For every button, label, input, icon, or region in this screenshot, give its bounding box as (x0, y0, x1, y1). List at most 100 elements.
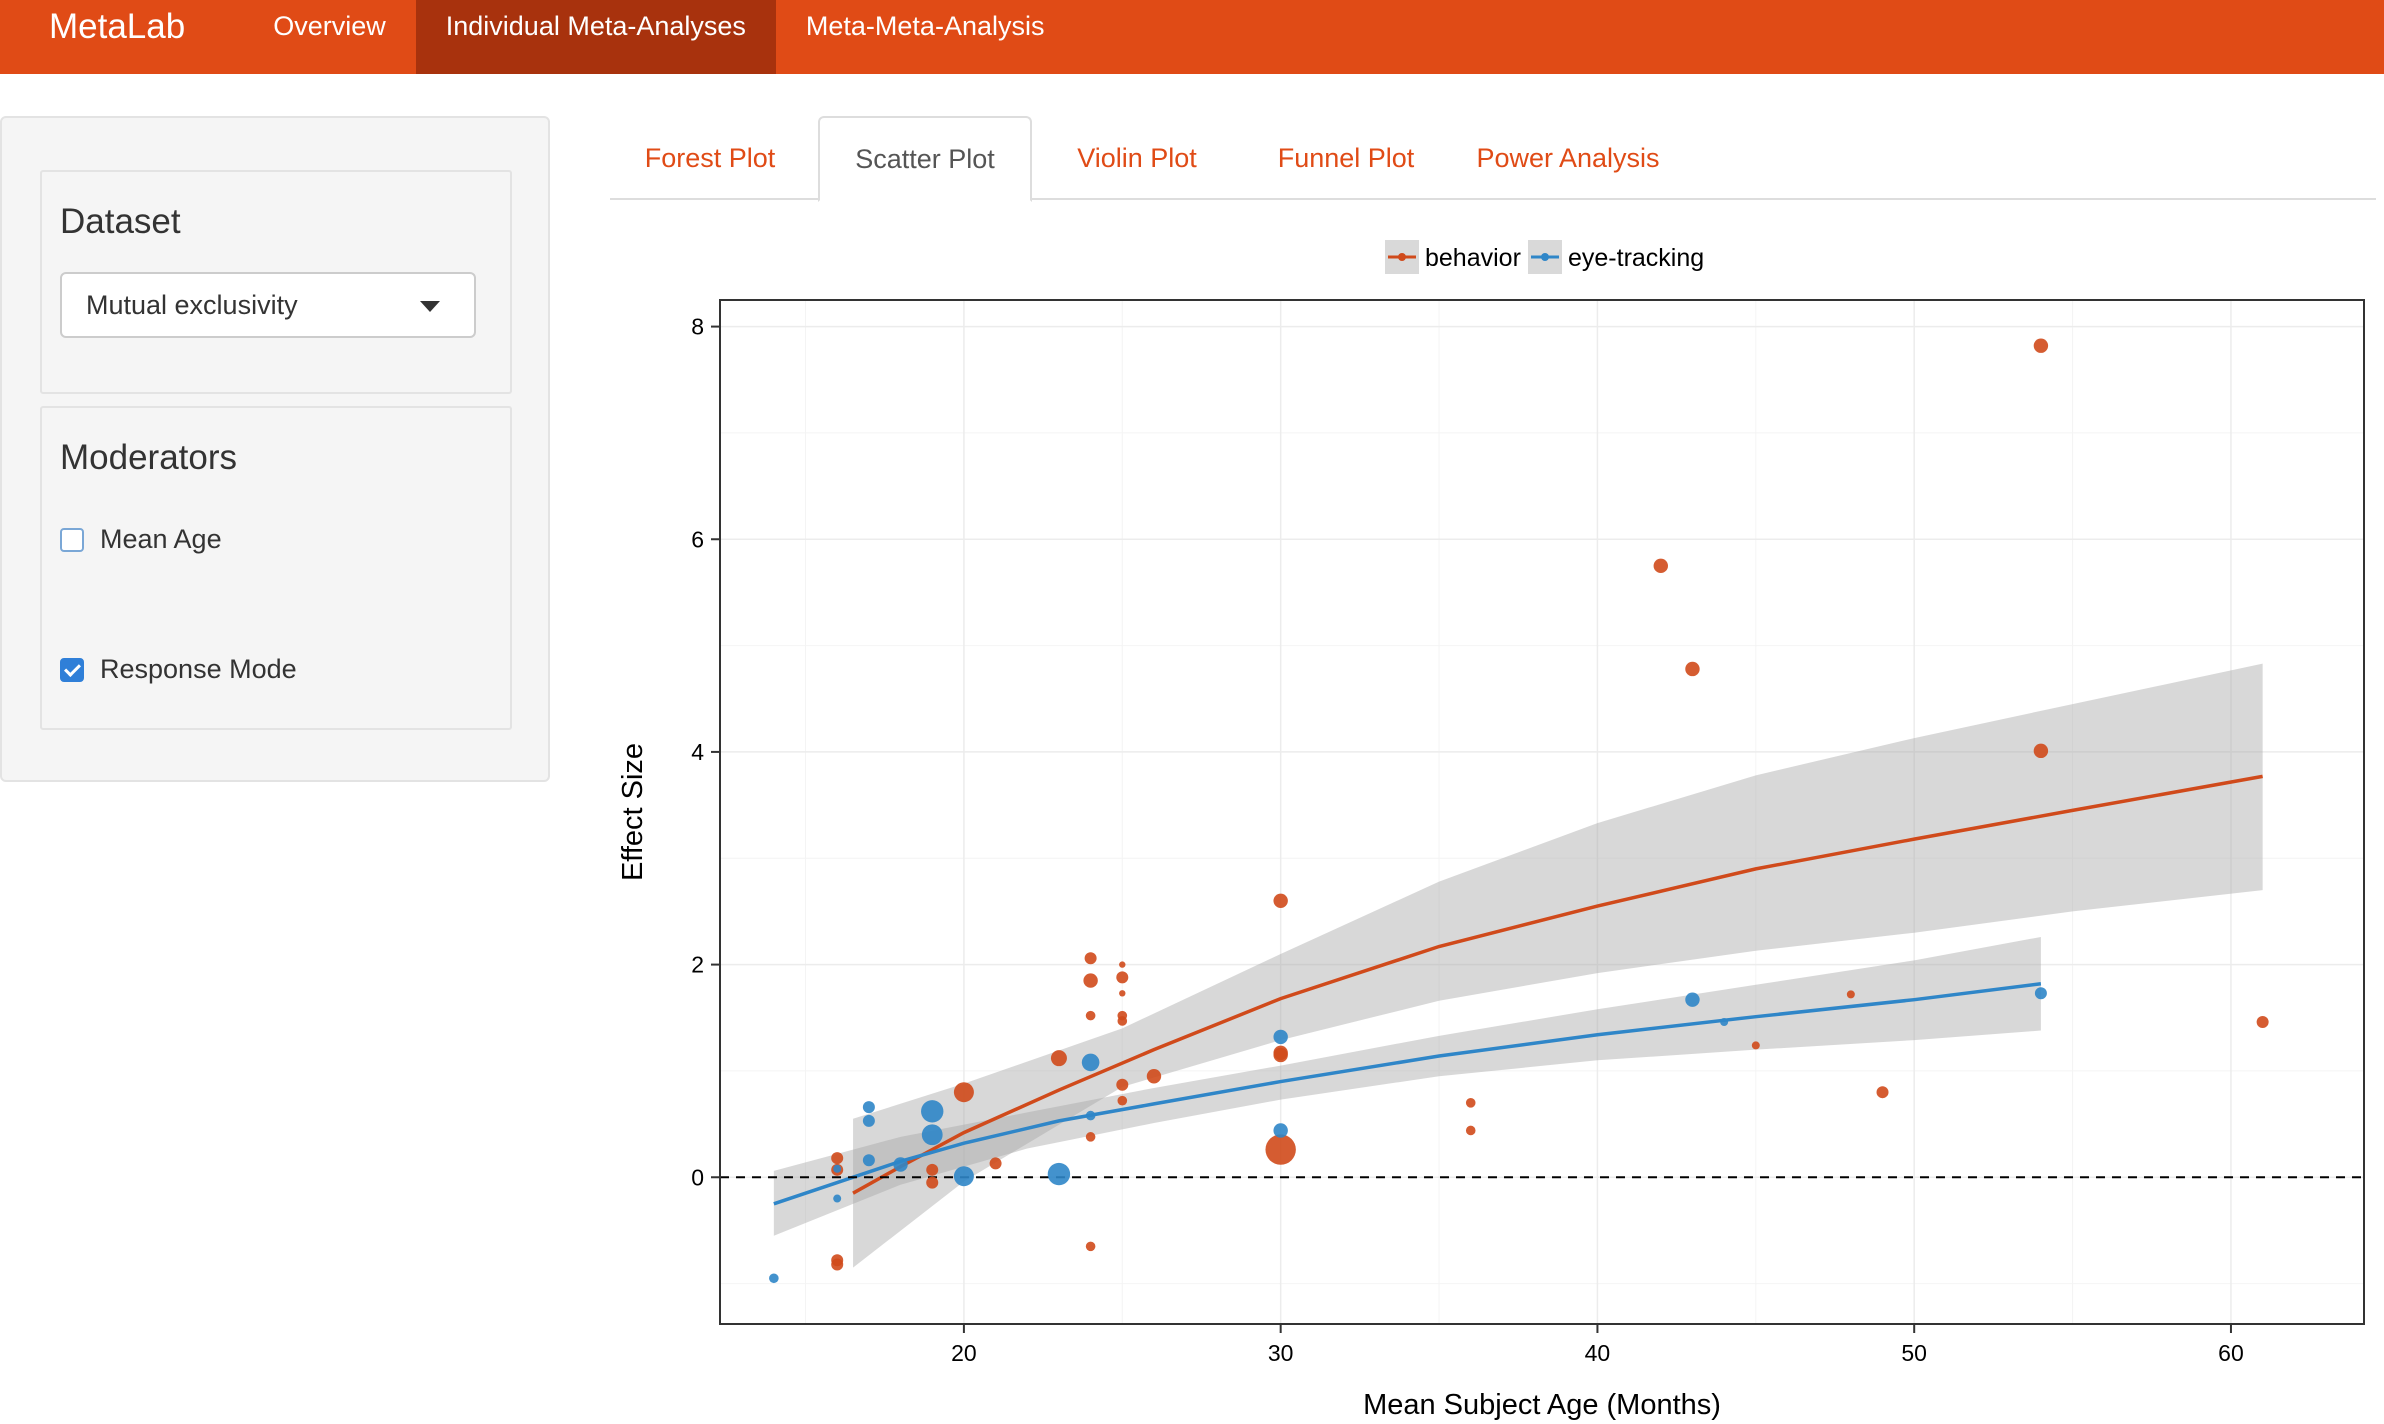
data-point-behavior (1085, 1241, 1096, 1252)
data-point-behavior (2033, 338, 2049, 353)
data-points (769, 338, 2269, 1284)
y-tick-label: 6 (691, 526, 704, 552)
data-point-eye-tracking (1047, 1162, 1071, 1186)
legend-label-eye-tracking: eye-tracking (1568, 244, 1704, 272)
response-mode-label: Response Mode (100, 654, 297, 684)
moderator-response-mode[interactable]: Response Mode (60, 654, 297, 685)
data-point-behavior (1846, 990, 1855, 999)
data-point-behavior (1117, 1095, 1128, 1106)
y-axis: 0 2 4 6 8 (691, 314, 720, 1190)
sidebar: Dataset Mutual exclusivity Moderators Me… (0, 116, 550, 782)
x-tick-label: 60 (2218, 1340, 2244, 1366)
plot-tabs: Forest Plot Scatter Plot Violin Plot Fun… (610, 116, 2376, 202)
data-point-behavior (1685, 661, 1700, 677)
mean-age-label: Mean Age (100, 524, 222, 554)
data-point-behavior (1465, 1125, 1476, 1136)
x-tick-label: 40 (1585, 1340, 1611, 1366)
data-point-eye-tracking (1685, 992, 1700, 1007)
tab-scatter-plot[interactable]: Scatter Plot (818, 116, 1032, 202)
scatter-plot: behavior eye-tracking 20 30 40 50 60 0 2 4 6 8 M… (617, 240, 2365, 1421)
data-point-eye-tracking (921, 1124, 943, 1146)
x-tick-label: 20 (951, 1340, 977, 1366)
chevron-down-icon (420, 301, 440, 312)
nav-meta-meta-analysis[interactable]: Meta-Meta-Analysis (805, 10, 1045, 41)
nav-overview[interactable]: Overview (273, 10, 386, 41)
data-point-behavior (926, 1163, 939, 1176)
tab-violin-plot[interactable]: Violin Plot (1077, 142, 1197, 173)
y-tick-label: 8 (691, 314, 704, 340)
data-point-behavior (1116, 971, 1129, 984)
moderator-mean-age[interactable]: Mean Age (60, 524, 222, 555)
fit-line-behavior (852, 774, 2263, 1195)
legend-key-eye-tracking-dot (1541, 253, 1549, 261)
legend-label-behavior: behavior (1425, 244, 1521, 272)
data-point-behavior (1084, 952, 1097, 965)
nav-individual-meta-analyses[interactable]: Individual Meta-Analyses (415, 0, 776, 74)
fit-lines (773, 774, 2263, 1206)
tab-forest-plot[interactable]: Forest Plot (644, 142, 776, 173)
confidence-band-behavior (853, 663, 2263, 1268)
data-point-eye-tracking (1081, 1053, 1100, 1072)
moderators-panel: Moderators Mean Age Response Mode (40, 406, 512, 730)
data-point-behavior (2033, 743, 2049, 759)
plot-panel-border (719, 299, 2365, 1325)
data-point-eye-tracking (769, 1273, 779, 1284)
data-point-behavior (989, 1157, 1002, 1170)
data-point-behavior (926, 1176, 939, 1189)
data-point-behavior (831, 1258, 844, 1271)
data-point-behavior (1050, 1050, 1067, 1067)
dataset-select[interactable]: Mutual exclusivity (60, 272, 476, 338)
y-axis-label: Effect Size (617, 743, 649, 881)
data-point-eye-tracking (833, 1164, 842, 1173)
data-point-behavior (2256, 1016, 2269, 1029)
x-axis-label: Mean Subject Age (Months) (1363, 1389, 1721, 1421)
dataset-title: Dataset (60, 202, 181, 241)
data-point-behavior (1116, 1078, 1129, 1091)
data-point-behavior (1119, 990, 1126, 997)
tab-power-analysis[interactable]: Power Analysis (1476, 142, 1660, 173)
mean-age-checkbox[interactable] (60, 527, 84, 552)
data-point-eye-tracking (1085, 1110, 1096, 1121)
legend-key-behavior-dot (1398, 253, 1406, 261)
tab-funnel-plot[interactable]: Funnel Plot (1277, 142, 1415, 173)
data-point-behavior (1876, 1086, 1889, 1099)
data-point-behavior (953, 1082, 974, 1103)
data-point-eye-tracking (833, 1194, 842, 1203)
data-point-eye-tracking (1720, 1018, 1729, 1027)
data-point-eye-tracking (862, 1101, 875, 1114)
data-point-eye-tracking (862, 1154, 875, 1167)
data-point-behavior (1085, 1010, 1096, 1021)
data-point-eye-tracking (1273, 1123, 1288, 1138)
confidence-bands (773, 663, 2263, 1268)
data-point-eye-tracking (862, 1114, 875, 1127)
data-point-behavior (1653, 558, 1668, 574)
y-tick-label: 4 (691, 739, 704, 765)
data-point-behavior (1265, 1134, 1296, 1165)
x-axis: 20 30 40 50 60 (951, 1324, 2244, 1366)
data-point-behavior (1465, 1098, 1476, 1108)
navbar: MetaLab Overview Individual Meta-Analyse… (0, 0, 2384, 74)
data-point-behavior (1751, 1041, 1760, 1050)
data-point-behavior (1146, 1069, 1162, 1084)
data-point-eye-tracking (921, 1100, 944, 1123)
data-point-behavior (1117, 1016, 1128, 1026)
confidence-band-eye-tracking (773, 936, 2041, 1236)
data-point-behavior (1083, 973, 1098, 988)
data-point-eye-tracking (893, 1157, 908, 1172)
moderators-title: Moderators (60, 438, 238, 477)
data-point-eye-tracking (953, 1166, 974, 1187)
y-tick-label: 2 (691, 952, 704, 978)
x-tick-label: 50 (1901, 1340, 1927, 1366)
x-tick-label: 30 (1268, 1340, 1294, 1366)
data-point-behavior (1085, 1132, 1096, 1142)
y-tick-label: 0 (691, 1164, 704, 1190)
data-point-behavior (831, 1152, 844, 1165)
brand-logo[interactable]: MetaLab (49, 6, 186, 46)
response-mode-checkbox[interactable] (60, 657, 84, 682)
fit-line-eye-tracking (773, 981, 2042, 1206)
data-point-behavior (1273, 1047, 1288, 1063)
data-point-behavior (1273, 893, 1288, 908)
data-point-behavior (1119, 961, 1126, 968)
data-point-eye-tracking (1273, 1029, 1288, 1045)
data-point-eye-tracking (2034, 987, 2047, 1000)
